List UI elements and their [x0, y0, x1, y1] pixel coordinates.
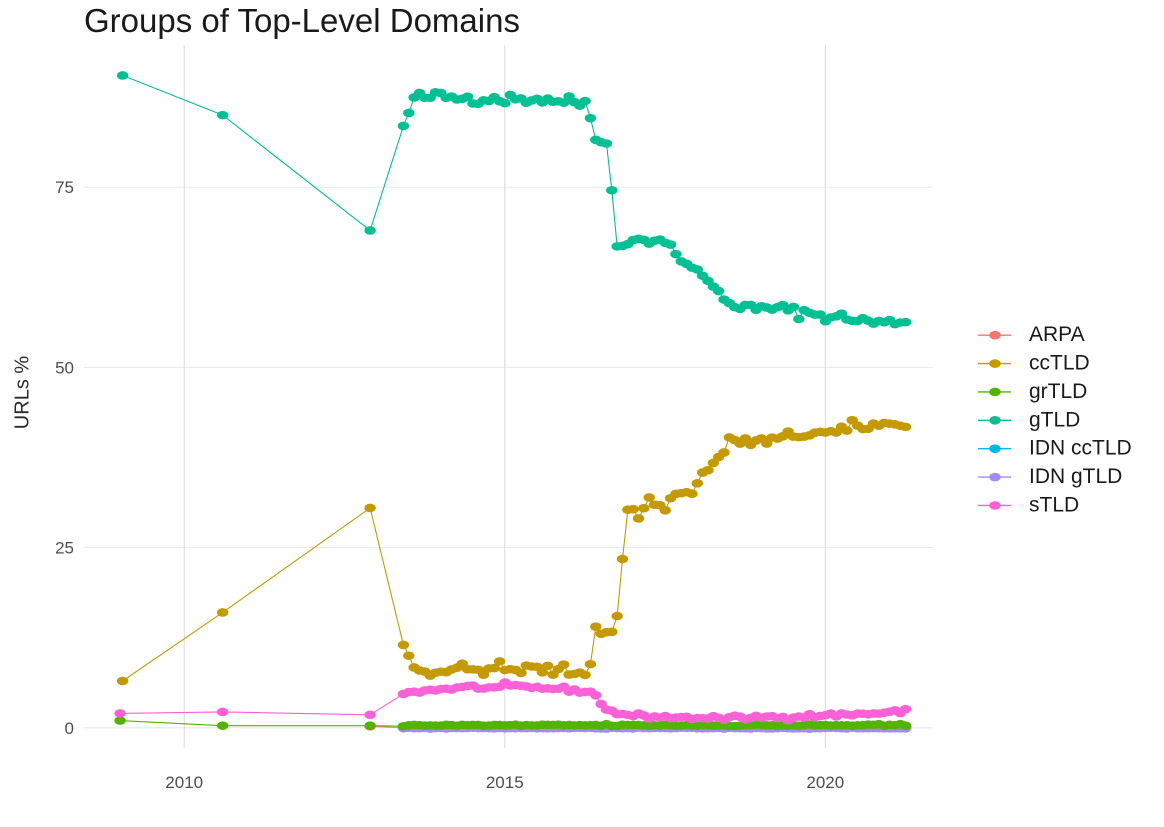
- svg-text:gTLD: gTLD: [1029, 408, 1080, 431]
- svg-text:ARPA: ARPA: [1029, 323, 1085, 346]
- svg-text:sTLD: sTLD: [1029, 493, 1079, 516]
- svg-text:2020: 2020: [806, 773, 844, 792]
- svg-text:25: 25: [55, 539, 74, 558]
- svg-text:2015: 2015: [486, 773, 524, 792]
- svg-text:2010: 2010: [165, 773, 203, 792]
- svg-text:IDN gTLD: IDN gTLD: [1029, 465, 1122, 488]
- svg-text:75: 75: [55, 178, 74, 197]
- svg-text:IDN ccTLD: IDN ccTLD: [1029, 437, 1132, 460]
- svg-text:ccTLD: ccTLD: [1029, 352, 1090, 375]
- svg-text:grTLD: grTLD: [1029, 380, 1087, 403]
- svg-text:0: 0: [65, 719, 74, 738]
- svg-text:50: 50: [55, 358, 74, 377]
